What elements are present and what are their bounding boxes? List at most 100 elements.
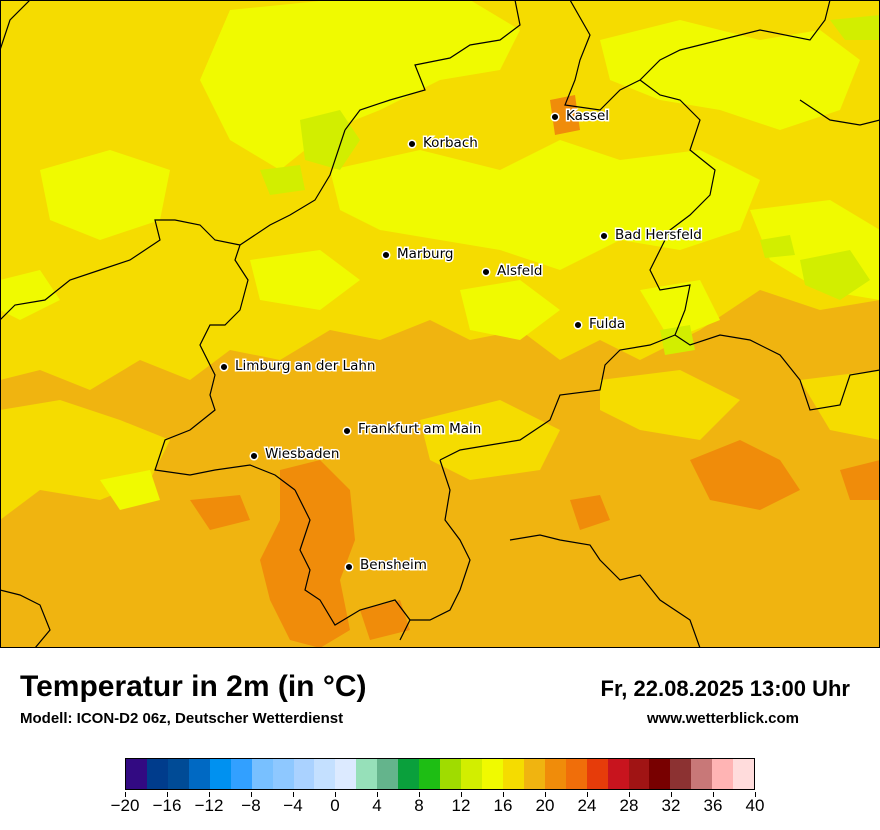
- legend-swatch: [188, 759, 210, 789]
- legend-tick-label: −16: [152, 796, 182, 815]
- city-dot: [481, 267, 491, 277]
- color-legend: [125, 758, 755, 790]
- legend-swatch: [146, 759, 168, 789]
- city-dot: [344, 562, 354, 572]
- legend-swatch: [398, 759, 420, 789]
- legend-swatch: [126, 759, 147, 789]
- temperature-zone-22-24: [190, 95, 880, 648]
- valid-time: Fr, 22.08.2025 13:00 Uhr: [600, 676, 851, 701]
- legend-swatch: [733, 759, 755, 789]
- legend-tick-label: 24: [577, 796, 597, 815]
- legend-swatch: [670, 759, 692, 789]
- state-border-lines: [0, 0, 880, 648]
- city-label-korbach: Korbach: [423, 135, 478, 151]
- legend-tick-label: 16: [493, 796, 513, 815]
- city-label-alsfeld: Alsfeld: [497, 263, 542, 279]
- page-title: Temperatur in 2m (in °C): [20, 670, 367, 703]
- legend-swatch: [314, 759, 336, 789]
- city-alsfeld: Alsfeld: [481, 262, 544, 281]
- legend-swatch: [251, 759, 273, 789]
- legend-swatch: [440, 759, 461, 789]
- city-dot: [381, 250, 391, 260]
- legend-swatch: [523, 759, 545, 789]
- city-marburg: Marburg: [381, 245, 455, 264]
- city-frankfurt: Frankfurt am Main: [342, 420, 483, 439]
- temperature-zone-18-20: [0, 0, 880, 510]
- city-bad-hersfeld: Bad Hersfeld: [599, 226, 703, 245]
- legend-tick-label: 4: [372, 796, 382, 815]
- legend-tick-label: 28: [619, 796, 639, 815]
- legend-tick-mark: [713, 792, 714, 797]
- city-label-bad-hersfeld: Bad Hersfeld: [615, 227, 702, 243]
- legend-swatch: [461, 759, 482, 789]
- legend-tick-label: 36: [703, 796, 723, 815]
- temperature-map: Kassel Korbach Bad Hersfeld Marburg Alsf…: [0, 0, 880, 648]
- model-subtitle: Modell: ICON-D2 06z, Deutscher Wetterdie…: [20, 710, 344, 727]
- legend-tick-label: 8: [414, 796, 424, 815]
- legend-swatch: [419, 759, 441, 789]
- legend-tick-mark: [167, 792, 168, 797]
- legend-swatch: [167, 759, 189, 789]
- legend-swatch: [565, 759, 587, 789]
- legend-tick-mark: [293, 792, 294, 797]
- legend-swatch: [628, 759, 650, 789]
- city-label-fulda: Fulda: [589, 316, 625, 332]
- city-label-limburg: Limburg an der Lahn: [235, 358, 375, 374]
- legend-tick-label: 20: [535, 796, 555, 815]
- city-dot: [249, 451, 259, 461]
- legend-tick-mark: [671, 792, 672, 797]
- legend-swatch: [586, 759, 608, 789]
- legend-tick-mark: [503, 792, 504, 797]
- legend-tick-label: 12: [451, 796, 471, 815]
- legend-swatch: [649, 759, 671, 789]
- legend-tick-label: −20: [110, 796, 140, 815]
- city-dot: [550, 112, 560, 122]
- legend-tick-mark: [461, 792, 462, 797]
- legend-swatch: [502, 759, 524, 789]
- city-kassel: Kassel: [550, 107, 611, 126]
- city-dot: [407, 139, 417, 149]
- legend-tick-mark: [125, 792, 126, 797]
- legend-tick-mark: [251, 792, 252, 797]
- legend-tick-mark: [545, 792, 546, 797]
- city-label-wiesbaden: Wiesbaden: [265, 446, 339, 462]
- city-label-kassel: Kassel: [566, 108, 609, 124]
- legend-tick-mark: [755, 792, 756, 797]
- city-fulda: Fulda: [573, 315, 627, 334]
- legend-tick-mark: [419, 792, 420, 797]
- legend-swatch: [293, 759, 315, 789]
- legend-tick-label: −12: [194, 796, 224, 815]
- legend-tick-mark: [209, 792, 210, 797]
- website-link[interactable]: www.wetterblick.com: [647, 710, 799, 727]
- legend-tick-label: 32: [661, 796, 681, 815]
- legend-tick-mark: [335, 792, 336, 797]
- legend-tick-mark: [377, 792, 378, 797]
- temperature-zone-14-16: [260, 15, 880, 355]
- legend-tick-mark: [587, 792, 588, 797]
- legend-swatch: [481, 759, 503, 789]
- city-dot: [342, 426, 352, 436]
- legend-tick-label: −8: [241, 796, 261, 815]
- city-korbach: Korbach: [407, 134, 479, 153]
- legend-swatch: [691, 759, 713, 789]
- city-wiesbaden: Wiesbaden: [249, 445, 341, 464]
- legend-swatch: [230, 759, 252, 789]
- legend-tick-label: 0: [330, 796, 340, 815]
- legend-tick-mark: [629, 792, 630, 797]
- legend-swatch: [544, 759, 566, 789]
- legend-swatch: [356, 759, 378, 789]
- city-bensheim: Bensheim: [344, 556, 428, 575]
- city-label-marburg: Marburg: [397, 246, 453, 262]
- legend-swatch: [335, 759, 357, 789]
- city-markers: Kassel Korbach Bad Hersfeld Marburg Alsf…: [219, 107, 703, 575]
- city-limburg: Limburg an der Lahn: [219, 357, 377, 376]
- city-dot: [219, 362, 229, 372]
- city-dot: [573, 320, 583, 330]
- city-label-frankfurt: Frankfurt am Main: [358, 421, 481, 437]
- legend-swatch: [607, 759, 629, 789]
- legend-swatch: [209, 759, 231, 789]
- legend-tick-label: −4: [283, 796, 303, 815]
- city-label-bensheim: Bensheim: [360, 557, 427, 573]
- map-canvas: Kassel Korbach Bad Hersfeld Marburg Alsf…: [0, 0, 880, 648]
- legend-tick-labels: −20 −16 −12 −8 −4 0 4 8 12 16 20 24 28 32 36 40: [111, 792, 764, 822]
